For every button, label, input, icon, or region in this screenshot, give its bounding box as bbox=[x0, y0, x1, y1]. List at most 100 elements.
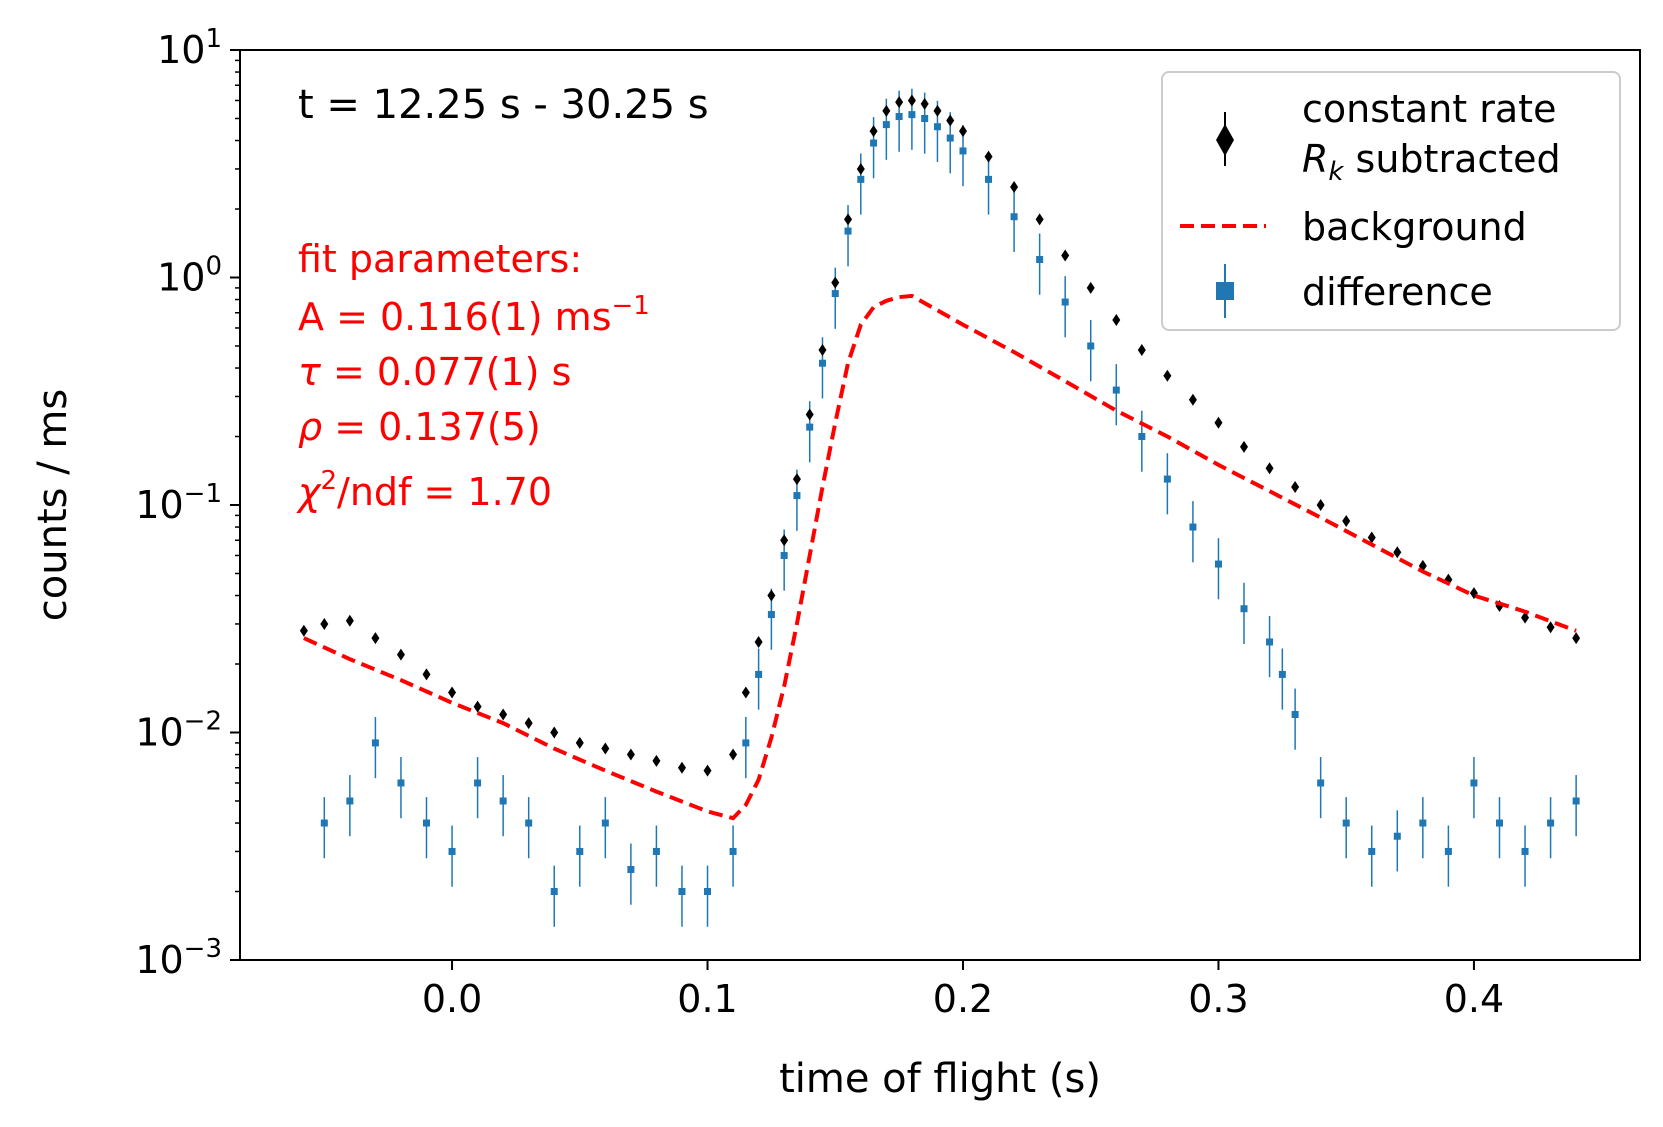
data-point bbox=[793, 492, 801, 500]
data-point bbox=[933, 123, 941, 131]
square-marker-icon bbox=[1216, 282, 1234, 300]
data-point bbox=[818, 344, 827, 357]
data-point bbox=[831, 290, 839, 298]
data-point bbox=[984, 150, 993, 163]
data-point bbox=[1291, 480, 1300, 493]
fit-param-rho: ρ = 0.137(5) bbox=[298, 405, 541, 449]
data-point bbox=[908, 111, 916, 119]
data-point bbox=[1087, 342, 1095, 350]
data-point bbox=[1572, 632, 1581, 645]
data-point bbox=[1521, 847, 1529, 855]
data-point bbox=[805, 408, 814, 421]
data-point bbox=[703, 764, 712, 777]
fit-param-chi-symbol: χ bbox=[296, 470, 322, 514]
data-point bbox=[1138, 433, 1146, 441]
data-point bbox=[1444, 847, 1452, 855]
data-point bbox=[499, 708, 508, 721]
legend-k-subscript: k bbox=[1328, 157, 1344, 187]
fit-param-A: A = 0.116(1) ms−1 bbox=[298, 291, 650, 339]
data-point bbox=[346, 797, 354, 805]
legend-frame bbox=[1161, 71, 1621, 331]
data-point bbox=[448, 847, 456, 855]
data-point bbox=[946, 134, 954, 142]
data-point bbox=[320, 819, 328, 827]
data-point bbox=[1189, 523, 1197, 531]
fit-parameters-box: fit parameters: A = 0.116(1) ms−1 τ = 0.… bbox=[296, 237, 650, 514]
data-point bbox=[1393, 832, 1401, 840]
legend-label-line2: Rk subtracted bbox=[1302, 137, 1561, 187]
data-point bbox=[1368, 847, 1376, 855]
data-point bbox=[818, 359, 826, 367]
data-point bbox=[1163, 369, 1172, 382]
data-point bbox=[601, 742, 610, 755]
data-point bbox=[1137, 344, 1146, 357]
data-point bbox=[499, 797, 507, 805]
series-background-line bbox=[303, 293, 1577, 821]
data-point bbox=[1265, 462, 1274, 475]
legend-entry-difference: difference bbox=[1216, 264, 1493, 318]
data-point bbox=[1086, 281, 1095, 294]
data-point bbox=[882, 121, 890, 129]
data-point bbox=[1061, 249, 1070, 262]
data-point bbox=[1342, 819, 1350, 827]
data-point bbox=[1291, 710, 1299, 718]
data-point bbox=[882, 104, 891, 117]
x-tick-label: 0.0 bbox=[422, 977, 482, 1021]
data-point bbox=[627, 865, 635, 873]
y-tick-label: 101 bbox=[157, 24, 222, 72]
data-point bbox=[1240, 440, 1249, 453]
data-point bbox=[1112, 314, 1121, 327]
data-point bbox=[1393, 546, 1402, 559]
data-point bbox=[525, 819, 533, 827]
time-window-annotation: t = 12.25 s - 30.25 s bbox=[298, 82, 709, 128]
data-point bbox=[550, 726, 559, 739]
y-tick-base: 10 bbox=[135, 711, 183, 755]
y-axis-label: counts / ms bbox=[30, 389, 76, 621]
data-point bbox=[870, 139, 878, 147]
legend-label-background: background bbox=[1302, 205, 1527, 249]
series-constant-rate bbox=[299, 94, 1581, 777]
data-point bbox=[1470, 779, 1478, 787]
data-point bbox=[1316, 499, 1325, 511]
data-point bbox=[576, 847, 584, 855]
y-tick-label: 100 bbox=[157, 252, 222, 300]
y-tick-base: 10 bbox=[135, 483, 183, 527]
data-point bbox=[1342, 515, 1351, 528]
data-point bbox=[704, 888, 712, 896]
data-point bbox=[895, 96, 904, 109]
data-point bbox=[958, 125, 967, 138]
data-point bbox=[1214, 416, 1223, 429]
data-point bbox=[1036, 255, 1044, 263]
legend-subtracted-text: subtracted bbox=[1343, 137, 1560, 181]
data-point bbox=[946, 114, 955, 127]
data-point bbox=[1240, 605, 1248, 613]
data-point bbox=[1367, 531, 1376, 544]
data-point bbox=[767, 611, 775, 619]
x-tick-label: 0.1 bbox=[677, 977, 737, 1021]
data-point bbox=[422, 668, 431, 681]
data-point bbox=[920, 97, 929, 110]
legend-entry-constant-rate: constant rate Rk subtracted bbox=[1216, 87, 1561, 187]
data-point bbox=[921, 114, 929, 122]
fit-param-rho-text: = 0.137(5) bbox=[322, 405, 541, 449]
data-point bbox=[754, 635, 763, 648]
y-tick-base: 10 bbox=[135, 938, 183, 982]
data-point bbox=[448, 686, 457, 699]
data-point bbox=[1495, 819, 1503, 827]
data-point bbox=[1010, 213, 1018, 221]
legend-R-symbol: R bbox=[1302, 137, 1328, 181]
data-point bbox=[652, 847, 660, 855]
data-point bbox=[959, 147, 967, 155]
data-point bbox=[1035, 213, 1044, 226]
fit-param-rho-symbol: ρ bbox=[298, 405, 322, 449]
data-point bbox=[474, 779, 482, 787]
data-point bbox=[601, 819, 609, 827]
data-point bbox=[626, 748, 635, 761]
data-point bbox=[755, 670, 763, 678]
x-tick-label: 0.4 bbox=[1444, 977, 1504, 1021]
data-point bbox=[869, 125, 878, 138]
data-point bbox=[856, 162, 865, 175]
y-tick-base: 10 bbox=[157, 28, 205, 72]
data-point bbox=[742, 739, 750, 747]
